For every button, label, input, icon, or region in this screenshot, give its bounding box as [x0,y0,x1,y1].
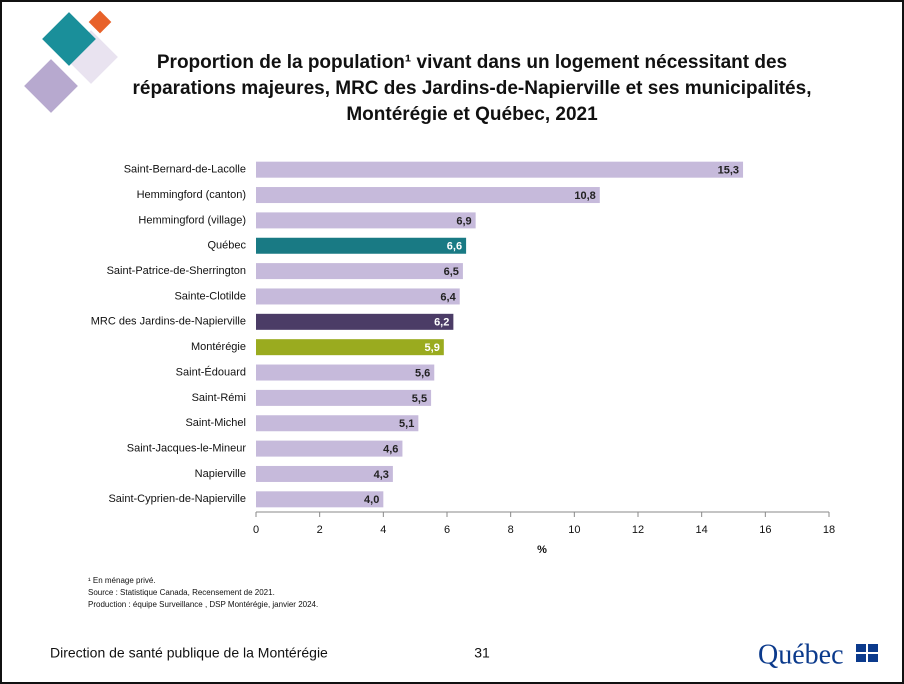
x-tick-label: 12 [632,524,644,536]
x-tick-label: 10 [568,524,580,536]
y-tick-label: Québec [207,240,246,252]
footnote: Source : Statistique Canada, Recensement… [88,588,275,597]
bar [256,263,463,280]
logo-flag [856,644,878,662]
bar [256,339,444,356]
value-label: 5,6 [415,367,430,379]
bar [256,415,419,432]
bar [256,313,454,330]
value-label: 6,4 [440,291,456,303]
x-tick-label: 8 [508,524,514,536]
chart-title: Proportion de la population¹ vivant dans… [132,52,812,125]
y-tick-label: Saint-Jacques-le-Mineur [127,443,247,455]
bar [256,491,384,508]
bar [256,237,467,254]
value-label: 6,6 [447,241,462,253]
footnote: ¹ En ménage privé. [88,576,156,585]
y-tick-label: Saint-Rémi [192,392,246,404]
y-tick-label: Saint-Bernard-de-Lacolle [124,164,246,176]
x-tick-label: 18 [823,524,835,536]
y-tick-label: Montérégie [191,341,246,353]
footer-organization: Direction de santé publique de la Montér… [50,645,328,661]
value-label: 15,3 [718,165,739,177]
value-label: 5,9 [425,342,440,354]
decoration [24,10,118,113]
y-tick-label: Hemmingford (canton) [137,189,246,201]
y-tick-label: Sainte-Clotilde [174,290,246,302]
page-number: 31 [474,645,490,661]
value-label: 6,2 [434,317,449,329]
bar [256,389,432,406]
y-tick-label: MRC des Jardins-de-Napierville [91,316,246,328]
value-label: 10,8 [574,190,595,202]
x-tick-label: 4 [380,524,386,536]
bar [256,161,744,178]
bar [256,212,476,229]
footnote: Production : équipe Surveillance , DSP M… [88,600,319,609]
y-tick-label: Saint-Cyprien-de-Napierville [108,493,246,505]
bar [256,288,460,305]
value-label: 4,0 [364,494,379,506]
x-tick-label: 16 [759,524,771,536]
logo: Québec [758,639,844,670]
bar [256,465,393,482]
value-label: 5,5 [412,393,427,405]
y-tick-label: Saint-Patrice-de-Sherrington [107,265,246,277]
bar [256,364,435,381]
value-label: 6,5 [444,266,459,278]
x-tick-label: 0 [253,524,259,536]
y-tick-label: Napierville [195,468,246,480]
y-tick-label: Saint-Édouard [176,365,246,378]
y-tick-label: Saint-Michel [185,417,246,429]
value-label: 4,6 [383,444,398,456]
value-label: 5,1 [399,418,414,430]
x-tick-label: 14 [696,524,708,536]
y-tick-label: Hemmingford (village) [138,214,246,226]
value-label: 4,3 [374,469,389,481]
x-tick-label: 2 [317,524,323,536]
x-axis-label: % [537,544,547,556]
bar [256,187,600,204]
x-tick-label: 6 [444,524,450,536]
value-label: 6,9 [456,215,471,227]
bar [256,440,403,457]
